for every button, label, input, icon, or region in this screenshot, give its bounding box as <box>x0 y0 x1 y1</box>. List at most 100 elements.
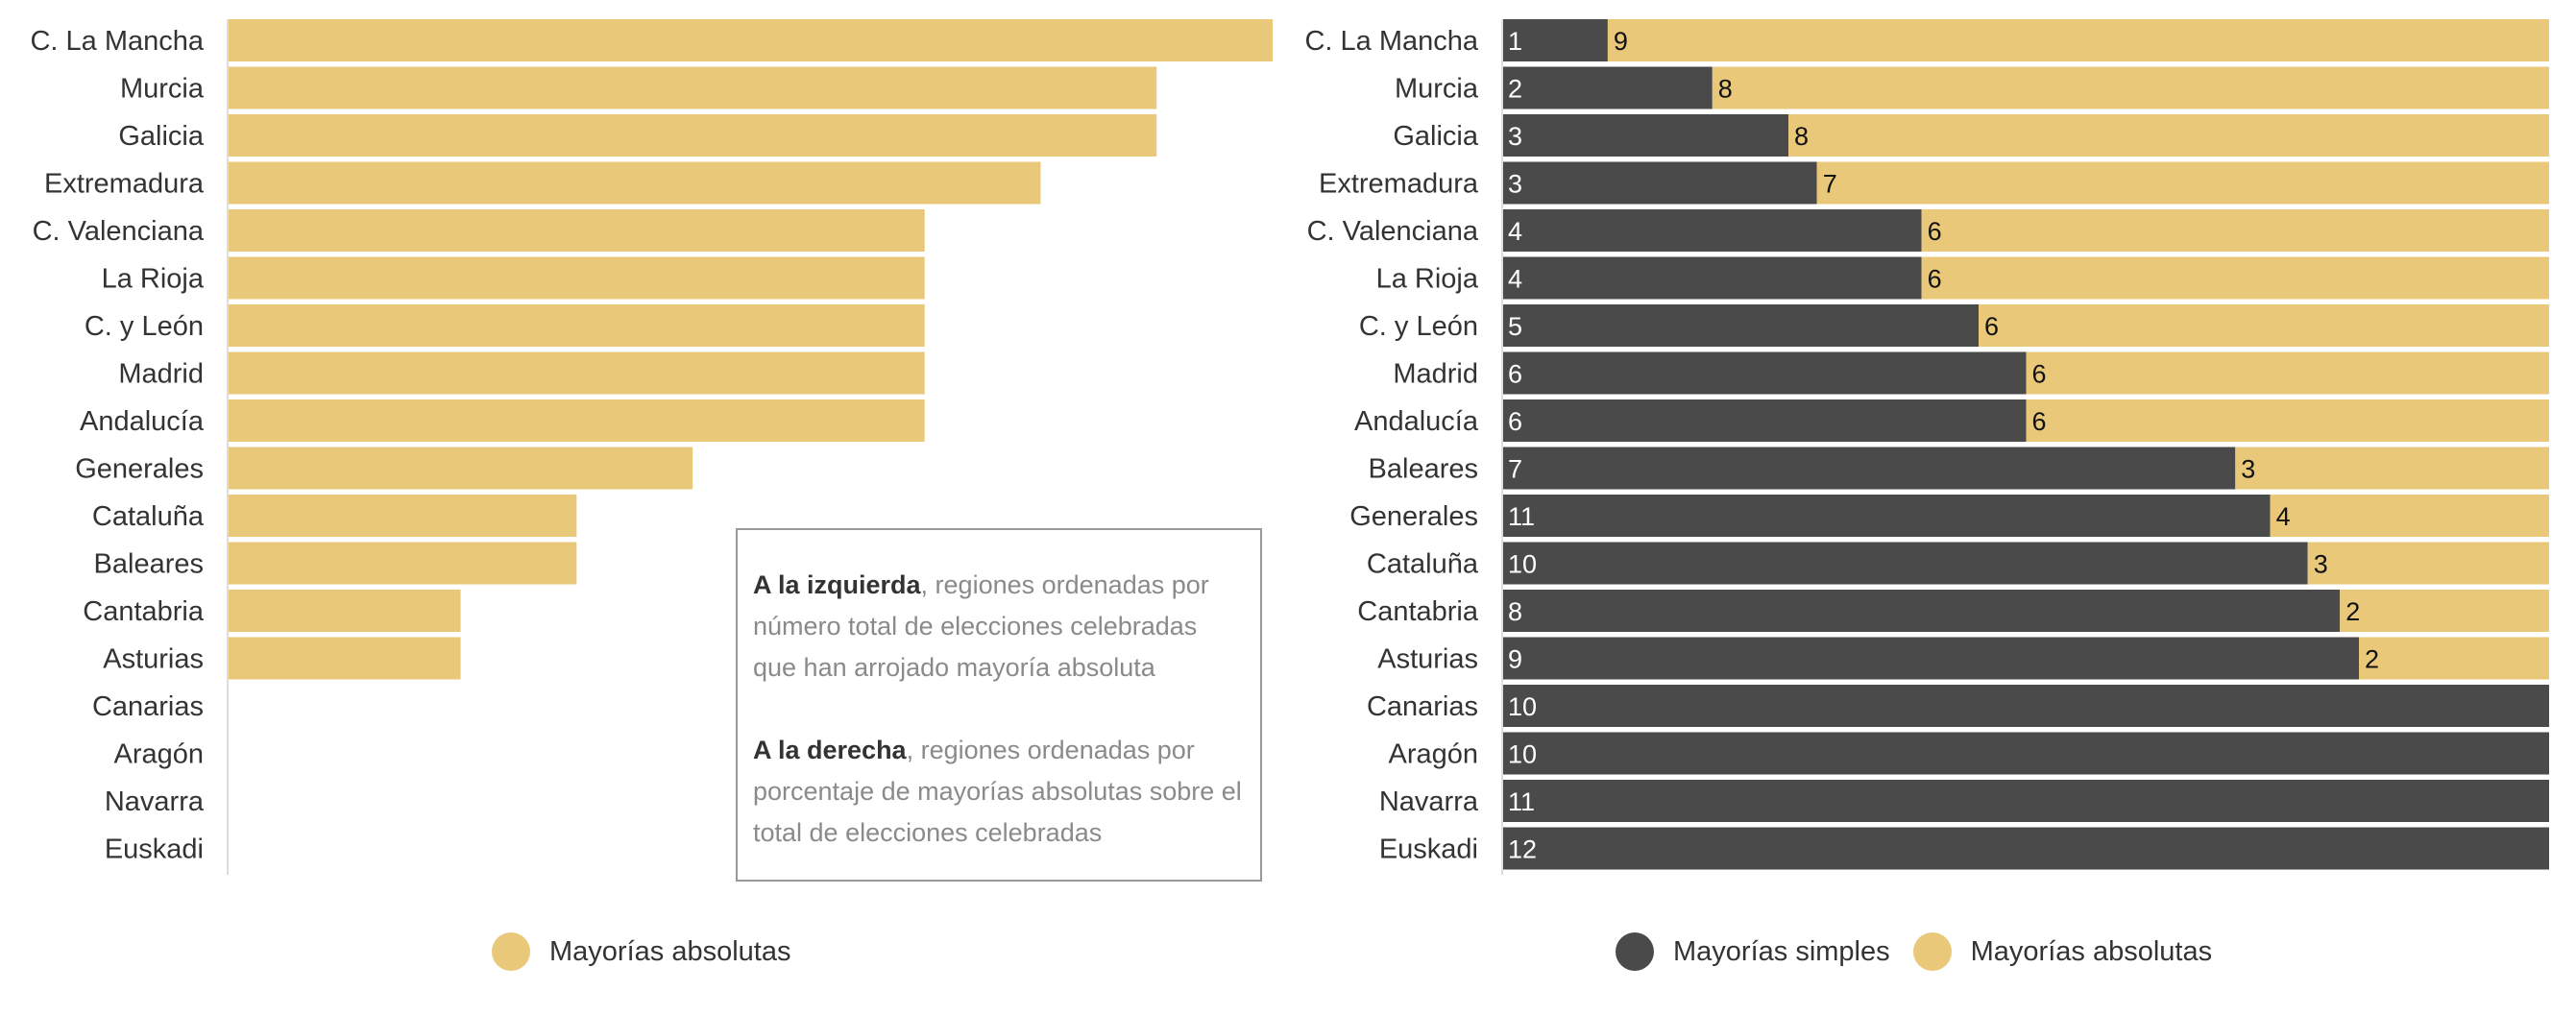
left-bar <box>229 542 577 585</box>
right-category-label: Baleares <box>1369 454 1478 485</box>
right-category-label: C. Valenciana <box>1307 216 1479 247</box>
left-category-label: C. y León <box>85 311 204 342</box>
right-label-simple: 3 <box>1508 170 1522 199</box>
right-bar-absolute <box>1607 19 2549 61</box>
right-category-label: Extremadura <box>1319 169 1479 200</box>
right-label-absolute: 9 <box>1614 27 1628 56</box>
legend-label-simple: Mayorías simples <box>1673 935 1890 967</box>
right-label-absolute: 8 <box>1794 122 1809 151</box>
right-category-label: Navarra <box>1379 786 1479 817</box>
right-bar-absolute <box>2026 351 2549 395</box>
left-category-label: Asturias <box>103 644 204 675</box>
right-bar-absolute <box>1921 209 2549 252</box>
right-category-label: Asturias <box>1377 644 1478 675</box>
right-label-simple: 2 <box>1508 75 1522 104</box>
right-bar-simple <box>1503 590 2341 632</box>
right-label-simple: 10 <box>1508 550 1537 579</box>
explanation-right-bold: A la derecha <box>753 736 907 764</box>
right-bar-simple <box>1503 351 2027 395</box>
left-category-label: Aragón <box>113 739 204 770</box>
left-category-label: Euskadi <box>105 835 204 865</box>
left-bar <box>229 66 1157 109</box>
left-category-label: Murcia <box>120 74 205 105</box>
right-bar-absolute <box>2340 590 2549 632</box>
right-category-label: Galicia <box>1393 121 1479 152</box>
right-label-absolute: 3 <box>2314 550 2328 579</box>
right-label-simple: 8 <box>1508 597 1522 626</box>
legend-item-absolute: Mayorías absolutas <box>492 932 790 971</box>
right-category-label: Aragón <box>1388 739 1478 770</box>
left-bar <box>229 447 693 490</box>
left-bar <box>229 209 925 252</box>
left-category-label: La Rioja <box>102 264 205 295</box>
right-bar-absolute <box>2307 542 2549 585</box>
right-bar-absolute <box>2026 399 2549 442</box>
right-label-absolute: 7 <box>1823 170 1837 199</box>
legend-item-absolute-right: Mayorías absolutas <box>1912 932 2212 971</box>
legend-right: Mayorías simples Mayorías absolutas <box>1616 931 2235 972</box>
right-category-label: Canarias <box>1367 691 1478 722</box>
right-label-simple: 11 <box>1508 787 1535 816</box>
right-bar-absolute <box>1979 304 2549 347</box>
right-bar-simple <box>1503 732 2549 775</box>
right-bar-simple <box>1503 542 2308 585</box>
left-category-label: Madrid <box>118 359 204 390</box>
right-bar-simple <box>1503 256 1922 300</box>
left-bar <box>229 637 461 680</box>
right-category-label: Cantabria <box>1357 596 1479 627</box>
right-label-simple: 7 <box>1508 455 1522 484</box>
right-category-label: C. La Mancha <box>1304 26 1478 57</box>
left-bar <box>229 351 925 395</box>
right-label-simple: 3 <box>1508 122 1522 151</box>
right-label-simple: 6 <box>1508 360 1522 389</box>
left-category-label: Generales <box>75 454 204 485</box>
left-bar <box>229 304 925 347</box>
left-bar <box>229 256 925 300</box>
chart-right: C. La Mancha 1 9 Murcia 2 8 Galicia 3 8 Extremadu… <box>1304 19 2549 875</box>
right-label-simple: 12 <box>1508 835 1537 864</box>
right-bar-simple <box>1503 637 2359 680</box>
left-category-label: C. La Mancha <box>30 26 204 57</box>
right-category-label: Andalucía <box>1354 406 1479 437</box>
right-bar-simple <box>1503 447 2236 490</box>
left-bar <box>229 590 461 632</box>
right-category-label: Madrid <box>1393 359 1478 390</box>
left-category-label: Cantabria <box>83 596 205 627</box>
right-bar-absolute <box>1921 256 2549 300</box>
right-bar-simple <box>1503 495 2271 537</box>
right-label-simple: 9 <box>1508 645 1522 674</box>
right-bar-simple <box>1503 66 1713 109</box>
right-label-absolute: 6 <box>2032 407 2047 436</box>
legend-left: Mayorías absolutas <box>492 931 814 972</box>
right-label-absolute: 6 <box>1928 265 1942 294</box>
legend-label-absolute: Mayorías absolutas <box>549 935 791 967</box>
right-bar-simple <box>1503 114 1788 157</box>
right-bar-simple <box>1503 399 2027 442</box>
left-bar <box>229 19 1273 61</box>
right-label-simple: 5 <box>1508 312 1522 341</box>
right-bar-simple <box>1503 19 1608 61</box>
right-bar-simple <box>1503 161 1817 205</box>
chart-left: C. La Mancha Murcia Galicia Extremadura C. V… <box>30 19 1273 875</box>
right-label-absolute: 6 <box>1928 217 1942 246</box>
legend-swatch-absolute-right <box>1912 932 1952 971</box>
right-label-absolute: 3 <box>2241 455 2255 484</box>
right-bar-absolute <box>2359 637 2549 680</box>
right-bar-simple <box>1503 827 2549 870</box>
right-label-absolute: 6 <box>1984 312 1999 341</box>
right-category-label: La Rioja <box>1376 264 1479 295</box>
right-category-label: Generales <box>1349 501 1478 532</box>
left-bar <box>229 114 1157 157</box>
left-category-label: Extremadura <box>44 169 205 200</box>
right-category-label: Cataluña <box>1367 549 1479 580</box>
left-category-label: Navarra <box>105 786 205 817</box>
right-label-absolute: 6 <box>2032 360 2047 389</box>
right-category-label: Euskadi <box>1379 835 1478 865</box>
left-category-label: Cataluña <box>92 501 205 532</box>
explanation-right: A la derecha, regiones ordenadas por por… <box>753 730 1245 854</box>
right-bar-absolute <box>1712 66 2549 109</box>
right-label-absolute: 2 <box>2365 645 2379 674</box>
right-label-simple: 6 <box>1508 407 1522 436</box>
left-bar <box>229 399 925 442</box>
legend-swatch-absolute <box>492 932 530 971</box>
